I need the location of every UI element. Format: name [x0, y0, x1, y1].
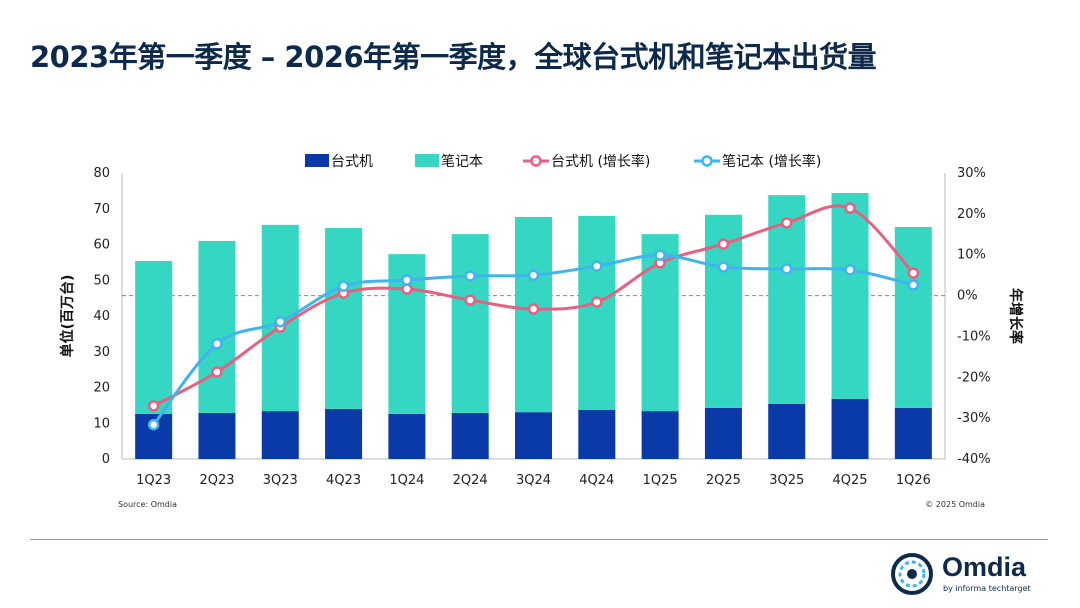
- x-tick-label: 4Q23: [326, 473, 361, 488]
- bar-notebook: [325, 228, 363, 409]
- bar-desktop: [261, 411, 299, 459]
- x-tick-label: 1Q25: [643, 473, 678, 488]
- bar-desktop: [831, 398, 869, 459]
- desktop-growth-point: [401, 283, 413, 295]
- y2-tick-label: 30%: [957, 166, 986, 181]
- y-axis-title: 单位(百万台): [59, 275, 76, 358]
- x-tick-label: 4Q25: [833, 473, 868, 488]
- bar-desktop: [578, 410, 616, 459]
- notebook-growth-point: [527, 269, 540, 281]
- y2-tick-label: 10%: [957, 248, 986, 263]
- logo-text: Omdia: [942, 552, 1027, 582]
- notebook-growth-point: [211, 338, 223, 350]
- x-tick-label: 1Q24: [389, 473, 424, 488]
- x-tick-label: 2Q24: [453, 473, 488, 488]
- desktop-growth-point: [464, 294, 476, 306]
- x-tick-label: 2Q23: [199, 473, 234, 488]
- y-tick-label: 30: [93, 345, 110, 360]
- copyright-note: © 2025 Omdia: [925, 500, 985, 509]
- y2-tick-label: -20%: [957, 370, 991, 385]
- notebook-growth-point: [274, 315, 287, 328]
- notebook-growth-point: [147, 418, 160, 431]
- source-note: Source: Omdia: [118, 500, 177, 509]
- x-tick-label: 3Q25: [769, 473, 804, 488]
- x-tick-label: 4Q24: [579, 473, 614, 488]
- legend-swatch: [415, 154, 439, 167]
- bar-desktop: [768, 403, 806, 459]
- x-tick-label: 2Q25: [706, 473, 741, 488]
- logo-subtext: by informa techtarget: [943, 584, 1031, 593]
- divider: [30, 539, 1048, 540]
- desktop-growth-point: [844, 202, 856, 214]
- y2-axis-title: 年增长率: [1007, 288, 1024, 344]
- notebook-growth-point: [464, 270, 476, 282]
- legend-label: 台式机: [331, 154, 373, 170]
- desktop-growth-point: [907, 267, 920, 279]
- bar-desktop: [515, 412, 552, 459]
- y2-tick-label: 20%: [957, 207, 986, 222]
- y-tick-label: 50: [93, 273, 110, 288]
- x-tick-label: 3Q23: [263, 473, 298, 488]
- legend-label: 台式机 (增长率): [551, 153, 650, 170]
- omdia-logo-icon: [891, 553, 933, 595]
- bar-notebook: [198, 240, 236, 413]
- notebook-growth-point: [844, 264, 856, 276]
- legend-label: 笔记本: [441, 154, 483, 170]
- notebook-growth-point: [780, 263, 793, 275]
- legend-swatch: [305, 154, 329, 167]
- chart: 0 10 20 30 40 50 60 70 80 -40% -30% -20% -10% 0% 10% 20…: [59, 153, 1024, 509]
- y2-tick-label: 0%: [957, 289, 978, 304]
- y2-tick-label: -40%: [957, 452, 991, 467]
- bar-desktop: [704, 407, 742, 459]
- y-tick-label: 70: [93, 202, 110, 217]
- y-tick-label: 0: [102, 452, 110, 467]
- bar-notebook: [894, 226, 932, 408]
- y-tick-label: 80: [93, 166, 110, 181]
- bar-notebook: [831, 193, 869, 399]
- bar-notebook: [451, 234, 489, 413]
- y-tick-label: 40: [93, 309, 110, 324]
- desktop-growth-point: [527, 303, 540, 315]
- bar-notebook: [768, 195, 806, 404]
- x-tick-label: 1Q23: [136, 473, 171, 488]
- bar-desktop: [325, 408, 363, 459]
- y-tick-label: 60: [93, 238, 110, 253]
- omdia-logo: Omdia by informa techtarget: [890, 550, 1050, 600]
- legend-label: 笔记本 (增长率): [722, 153, 821, 170]
- desktop-growth-point: [591, 296, 603, 308]
- desktop-growth-point: [717, 238, 730, 250]
- notebook-growth-point: [337, 280, 350, 292]
- y2-tick-label: -10%: [957, 329, 991, 344]
- y-tick-label: 10: [93, 416, 110, 431]
- x-tick-label: 3Q24: [516, 473, 551, 488]
- bar-notebook: [578, 215, 616, 411]
- notebook-growth-point: [907, 279, 920, 291]
- desktop-growth-point: [147, 400, 160, 412]
- bar-desktop: [894, 407, 932, 459]
- legend-swatch-marker: [530, 155, 542, 167]
- x-tick-label: 1Q26: [896, 473, 931, 488]
- bar-notebook: [135, 260, 173, 414]
- page-title: 2023年第一季度 – 2026年第一季度，全球台式机和笔记本出货量: [30, 40, 877, 74]
- bar-desktop: [388, 413, 426, 459]
- bar-desktop: [641, 411, 679, 459]
- notebook-growth-point: [591, 260, 603, 272]
- notebook-growth-point: [654, 249, 666, 261]
- desktop-growth-point: [211, 366, 223, 378]
- bar-desktop: [451, 412, 489, 459]
- desktop-growth-point: [780, 217, 793, 229]
- bar-desktop: [198, 412, 236, 459]
- legend-swatch-marker: [701, 155, 713, 167]
- y-tick-label: 20: [93, 381, 110, 396]
- notebook-growth-point: [717, 261, 730, 273]
- notebook-growth-point: [401, 274, 413, 286]
- y2-tick-label: -30%: [957, 411, 991, 426]
